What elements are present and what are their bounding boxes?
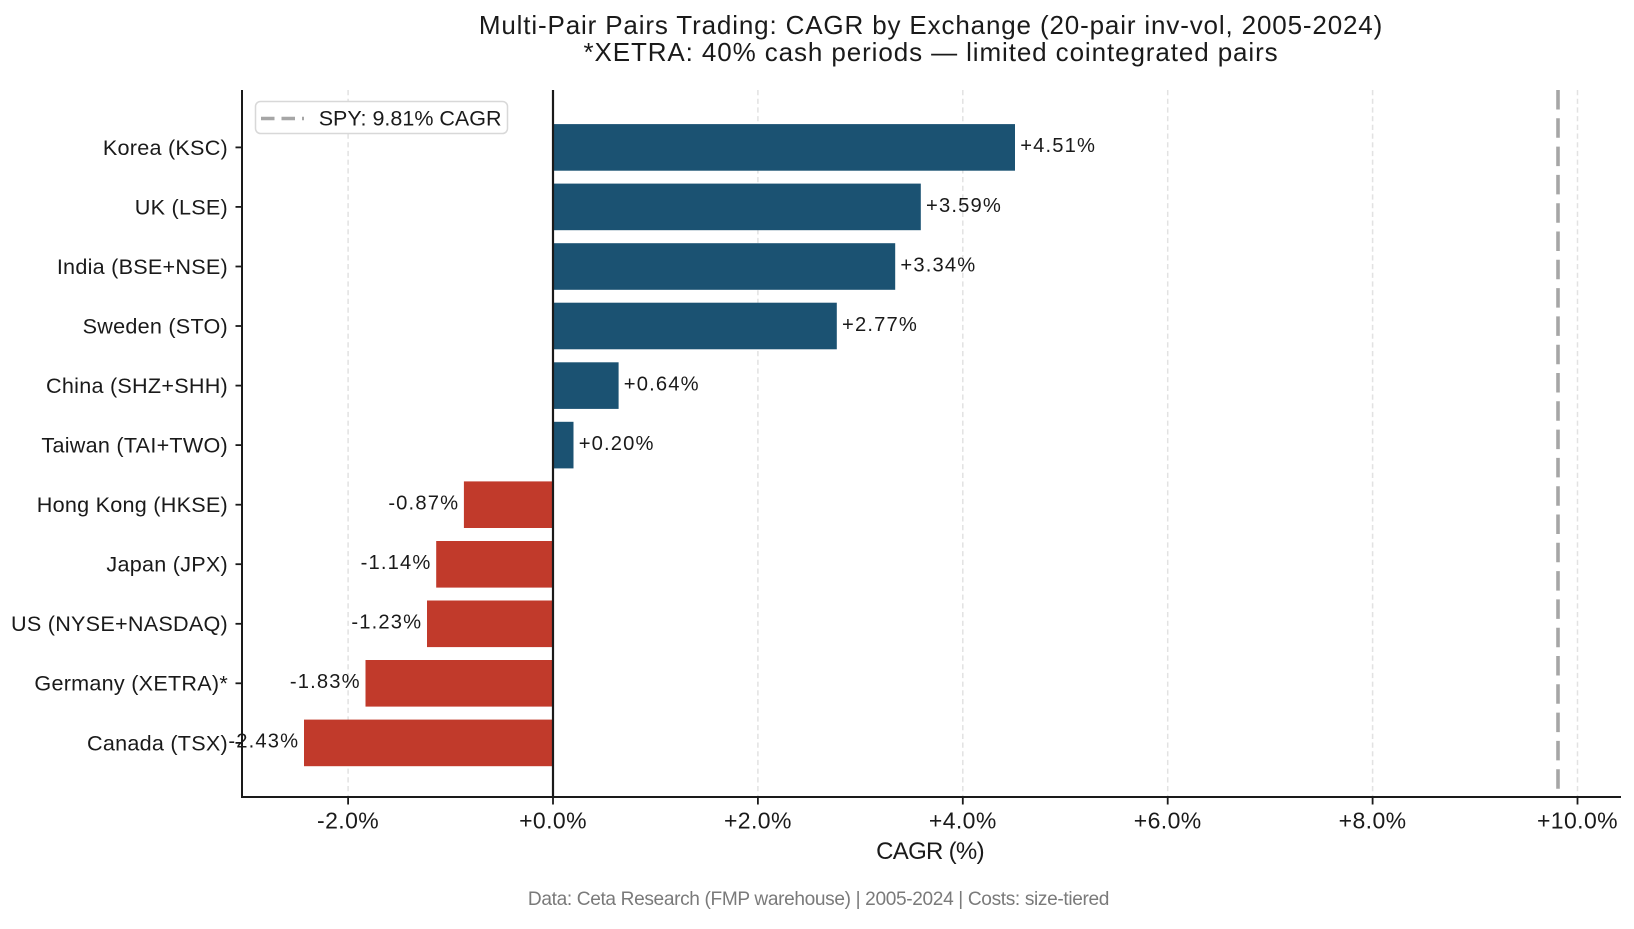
svg-text:+3.34%: +3.34% [900,254,976,276]
svg-text:+10.0%: +10.0% [1537,808,1618,834]
svg-text:-2.43%: -2.43% [228,731,299,753]
svg-text:*XETRA: 40% cash periods — lim: *XETRA: 40% cash periods — limited coint… [583,37,1278,67]
svg-text:UK (LSE): UK (LSE) [135,194,228,219]
svg-text:+8.0%: +8.0% [1339,808,1407,834]
svg-text:India (BSE+NSE): India (BSE+NSE) [57,254,228,279]
svg-text:+2.0%: +2.0% [724,808,792,834]
svg-text:US (NYSE+NASDAQ): US (NYSE+NASDAQ) [11,611,228,636]
svg-text:-2.0%: -2.0% [317,808,379,834]
svg-text:+0.20%: +0.20% [579,433,655,455]
svg-text:+6.0%: +6.0% [1134,808,1202,834]
svg-text:Data: Ceta Research (FMP wareh: Data: Ceta Research (FMP warehouse) | 20… [528,889,1109,910]
svg-text:+2.77%: +2.77% [842,314,918,336]
svg-text:+3.59%: +3.59% [926,195,1002,217]
svg-text:+0.64%: +0.64% [624,373,700,395]
svg-text:Germany (XETRA)*: Germany (XETRA)* [34,671,228,696]
svg-text:-1.23%: -1.23% [351,612,422,634]
svg-text:Japan (JPX): Japan (JPX) [106,552,228,577]
svg-text:SPY: 9.81% CAGR: SPY: 9.81% CAGR [319,107,502,131]
svg-text:Korea (KSC): Korea (KSC) [103,135,228,160]
svg-text:China (SHZ+SHH): China (SHZ+SHH) [46,373,228,398]
svg-text:-1.83%: -1.83% [290,671,361,693]
svg-text:+0.0%: +0.0% [519,808,587,834]
svg-text:Hong Kong (HKSE): Hong Kong (HKSE) [37,492,228,517]
svg-text:+4.51%: +4.51% [1020,135,1096,157]
svg-text:Multi-Pair Pairs Trading: CAGR: Multi-Pair Pairs Trading: CAGR by Exchan… [479,10,1383,40]
svg-text:+4.0%: +4.0% [929,808,997,834]
svg-text:-0.87%: -0.87% [388,493,459,515]
svg-text:CAGR (%): CAGR (%) [876,838,984,865]
svg-text:Sweden (STO): Sweden (STO) [83,313,228,338]
svg-text:-1.14%: -1.14% [361,552,432,574]
svg-text:Taiwan (TAI+TWO): Taiwan (TAI+TWO) [41,433,228,458]
svg-text:Canada (TSX): Canada (TSX) [87,730,228,755]
